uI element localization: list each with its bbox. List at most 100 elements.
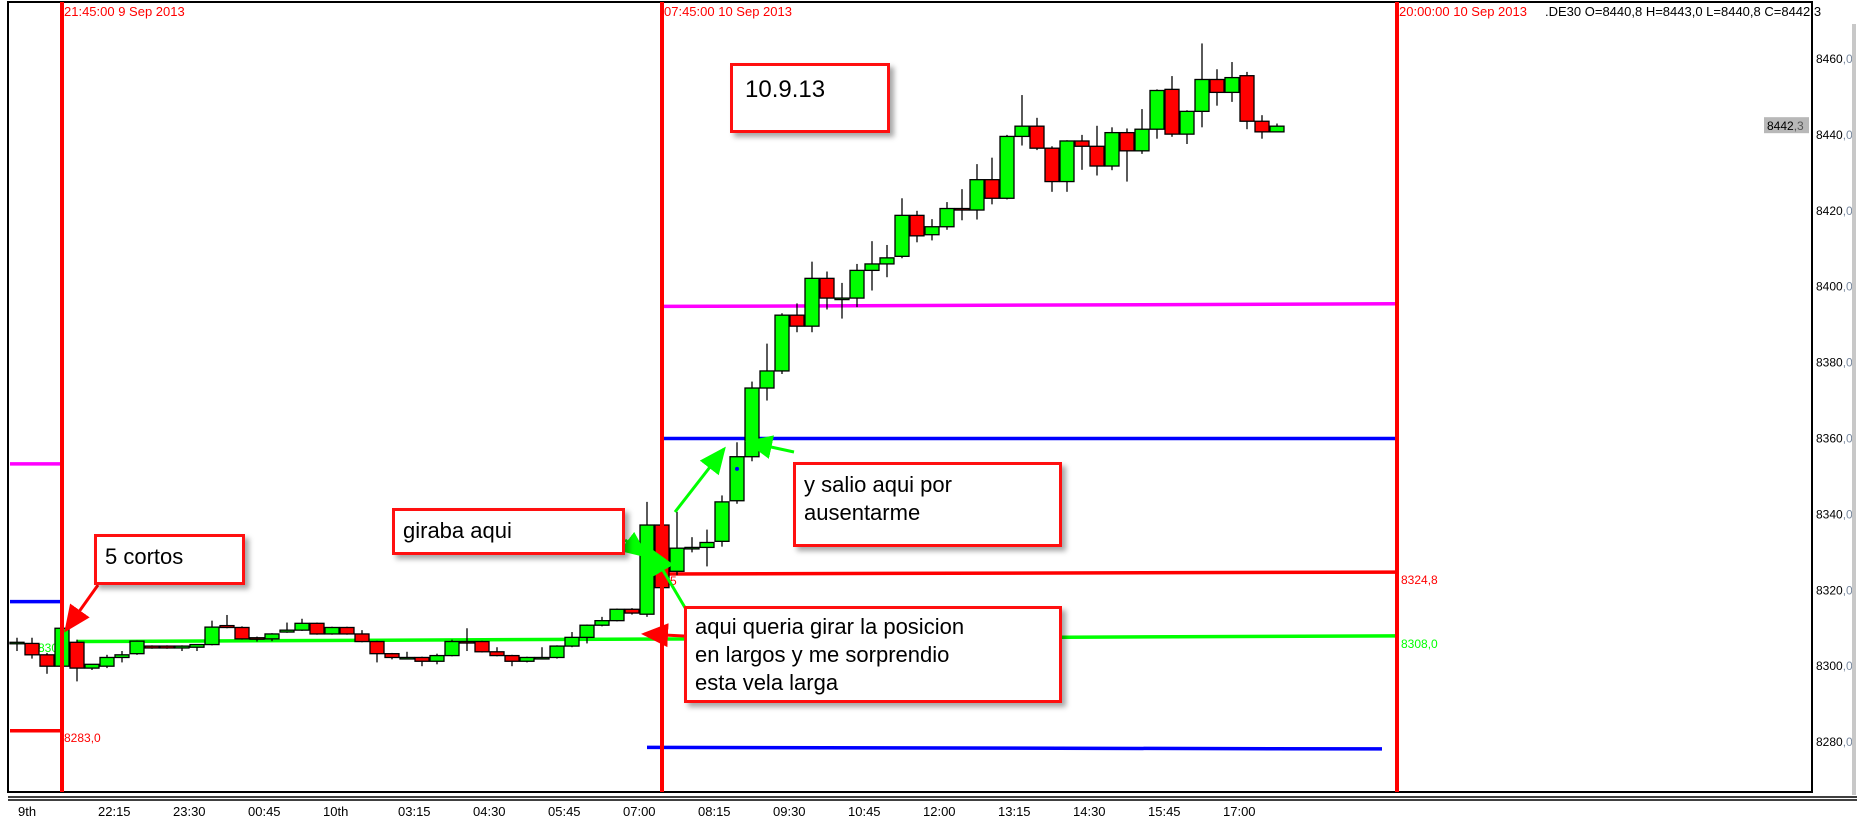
- price-tick-dec: ,0: [1843, 432, 1853, 446]
- candle: [24, 637, 40, 659]
- candle-body: [864, 263, 880, 272]
- candle: [849, 263, 865, 308]
- price-tick-int: 8400: [1816, 280, 1843, 294]
- arrow-queria-red: [641, 623, 685, 648]
- arrow-salio: [745, 435, 795, 459]
- candle-body: [339, 626, 355, 635]
- candle-body: [279, 629, 295, 633]
- candle: [1254, 115, 1270, 139]
- candle-body: [609, 608, 625, 622]
- candle: [609, 608, 625, 622]
- current-price-dec: ,3: [1794, 119, 1804, 133]
- price-tick-dec: ,0: [1843, 356, 1853, 370]
- candle: [354, 630, 370, 643]
- candle-body: [1119, 131, 1135, 152]
- annotation-queria-line1: aqui queria girar la posicion: [695, 614, 965, 639]
- candle-body: [1044, 147, 1060, 183]
- candle-body: [984, 179, 1000, 199]
- price-tick-dec: ,0: [1843, 583, 1853, 597]
- time-tick-label: 15:45: [1148, 804, 1181, 819]
- candle-body: [189, 643, 205, 648]
- candle-body: [849, 269, 865, 299]
- candle-body: [804, 277, 820, 327]
- candle: [714, 495, 730, 547]
- candle: [564, 632, 580, 648]
- candle-body: [69, 641, 85, 669]
- price-tick-int: 8420: [1816, 204, 1843, 218]
- candle-body: [159, 645, 175, 649]
- current-price-tag: [1764, 117, 1809, 134]
- candle-body: [294, 622, 310, 631]
- candle-body: [84, 663, 100, 669]
- candle-body: [549, 645, 565, 659]
- candle: [369, 640, 385, 663]
- candle: [819, 271, 835, 310]
- candle-body: [354, 633, 370, 643]
- candle-body: [519, 656, 535, 662]
- candle-body: [39, 654, 55, 667]
- candle: [249, 636, 265, 642]
- annotation-cortos-text: 5 cortos: [105, 544, 184, 569]
- candle-body: [834, 297, 850, 301]
- candle: [174, 645, 190, 652]
- candle-body: [489, 651, 505, 657]
- candle-body: [669, 547, 685, 572]
- time-tick-label: 08:15: [698, 804, 731, 819]
- candle-body: [594, 620, 610, 626]
- price-tick-int: 8320: [1816, 583, 1843, 597]
- candle: [384, 652, 400, 660]
- ohlc-readout: .DE30 O=8440,8 H=8443,0 L=8440,8 C=8442,…: [1545, 4, 1821, 19]
- candle: [519, 656, 535, 663]
- candle-body: [1194, 78, 1210, 113]
- candle-body: [429, 654, 445, 662]
- candle: [444, 639, 460, 657]
- candle-body: [99, 656, 115, 667]
- arrow-giraba: [619, 531, 649, 558]
- candle: [474, 640, 490, 653]
- time-tick-label: 12:00: [923, 804, 956, 819]
- candle-body: [729, 456, 745, 502]
- candle: [114, 651, 130, 663]
- candle: [1224, 62, 1240, 102]
- candle-body: [684, 546, 700, 550]
- time-axis: 9th 22:15 23:30 00:45 10th 03:15 04:30 05:45 07:…: [18, 804, 1256, 819]
- annotation-giraba: giraba aqui: [392, 508, 625, 555]
- time-tick-label: 03:15: [398, 804, 431, 819]
- candle: [414, 656, 430, 667]
- candle-body: [129, 640, 145, 655]
- candle-body: [264, 633, 280, 640]
- price-tick-label: 8440,0: [1816, 128, 1853, 142]
- candle-body: [1269, 125, 1285, 133]
- candle: [1089, 125, 1105, 176]
- candle-body: [414, 656, 430, 662]
- candle-body: [1089, 145, 1105, 167]
- candle-body: [1149, 89, 1165, 130]
- candle: [954, 189, 970, 221]
- candle: [1014, 95, 1030, 146]
- candle-body: [1134, 128, 1150, 152]
- candle: [144, 645, 160, 649]
- candle-body: [714, 501, 730, 542]
- price-tick-label: 8360,0: [1816, 432, 1853, 446]
- candle: [939, 202, 955, 230]
- annotation-queria: aqui queria girar la posicion en largos …: [684, 606, 1062, 703]
- time-tick-label: 09:30: [773, 804, 806, 819]
- candle-body: [234, 626, 250, 640]
- candle: [1179, 110, 1195, 145]
- price-tick-dec: ,0: [1843, 735, 1853, 749]
- price-axis: 8460,08440,08420,08400,08380,08360,08340…: [1764, 52, 1853, 749]
- candle-body: [534, 656, 550, 660]
- annotation-date-text: 10.9.13: [745, 76, 826, 103]
- time-tick-label: 14:30: [1073, 804, 1106, 819]
- entry-marker: [735, 466, 739, 471]
- candle: [759, 343, 775, 401]
- candle: [69, 639, 85, 682]
- candle-body: [924, 226, 940, 236]
- candle: [534, 647, 550, 660]
- candle: [624, 608, 640, 615]
- candle: [864, 241, 880, 291]
- candle-body: [879, 257, 895, 265]
- candle: [264, 633, 280, 642]
- annotation-queria-line3: esta vela larga: [695, 670, 839, 695]
- candle: [39, 652, 55, 674]
